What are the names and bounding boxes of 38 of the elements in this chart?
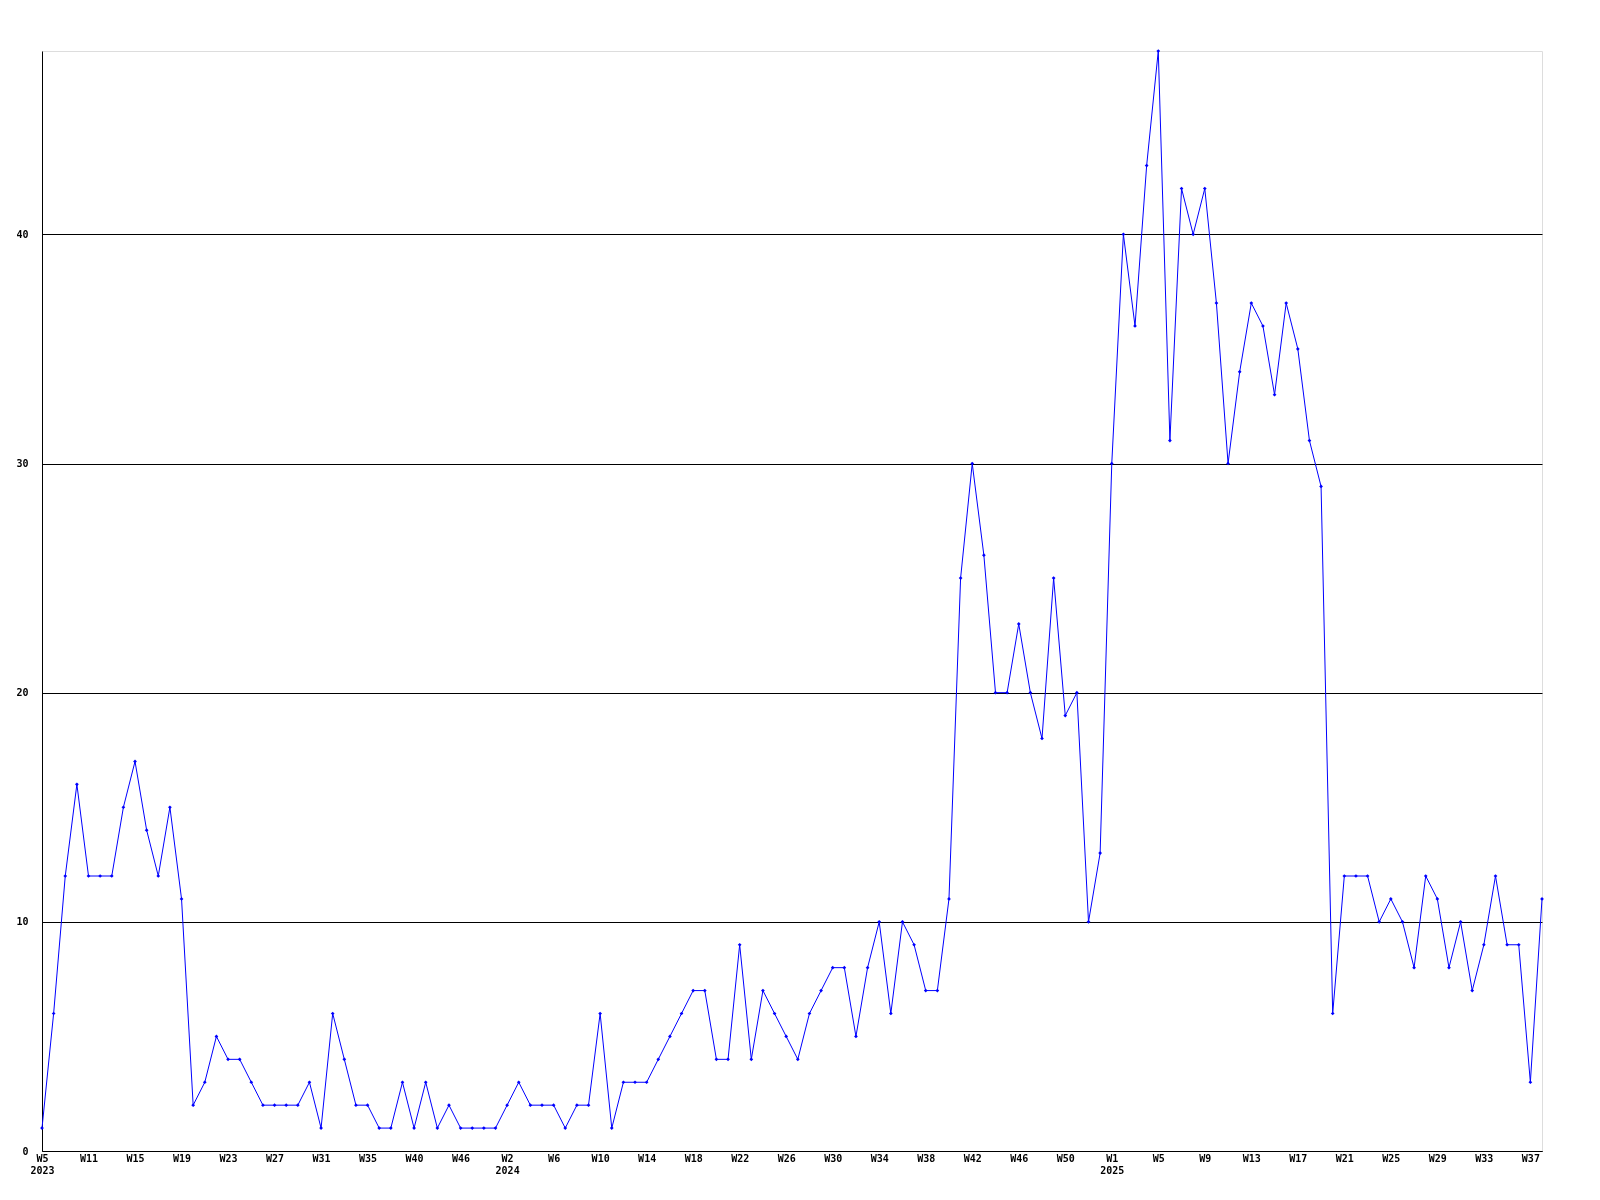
x-tick-label: W38 bbox=[917, 1152, 936, 1164]
x-tick-label: W2 2024 bbox=[495, 1152, 520, 1176]
y-tick-label: 10 bbox=[16, 916, 29, 928]
x-tick-label: W18 bbox=[684, 1152, 703, 1164]
x-tick-label: W26 bbox=[777, 1152, 796, 1164]
x-tick-label: W19 bbox=[173, 1152, 192, 1164]
x-tick-label: W29 bbox=[1428, 1152, 1447, 1164]
x-tick-label: W14 bbox=[638, 1152, 657, 1164]
x-tick-label: W30 bbox=[824, 1152, 843, 1164]
x-tick-label: W33 bbox=[1475, 1152, 1494, 1164]
x-tick-label: W5 bbox=[1152, 1152, 1165, 1164]
x-tick-label: W15 bbox=[126, 1152, 145, 1164]
x-tick-label: W9 bbox=[1199, 1152, 1212, 1164]
x-tick-label: W50 bbox=[1056, 1152, 1075, 1164]
x-tick-label: W1 2025 bbox=[1100, 1152, 1125, 1176]
x-tick-label: W5 2023 bbox=[30, 1152, 55, 1176]
x-tick-label: W46 bbox=[1010, 1152, 1029, 1164]
x-tick-label: W21 bbox=[1335, 1152, 1354, 1164]
x-tick-label: W13 bbox=[1242, 1152, 1261, 1164]
x-tick-label: W42 bbox=[963, 1152, 982, 1164]
x-tick-label: W27 bbox=[266, 1152, 285, 1164]
y-tick-label: 0 bbox=[22, 1145, 29, 1157]
x-tick-label: W46 bbox=[452, 1152, 471, 1164]
x-tick-label: W11 bbox=[79, 1152, 99, 1164]
x-tick-label: W35 bbox=[359, 1152, 378, 1164]
x-tick-label: W25 bbox=[1382, 1152, 1401, 1164]
y-tick-label: 20 bbox=[16, 687, 29, 699]
x-tick-label: W6 bbox=[548, 1152, 561, 1164]
y-tick-label: 30 bbox=[16, 458, 29, 469]
x-tick-label: W40 bbox=[405, 1152, 424, 1164]
x-tick-label: W17 bbox=[1289, 1152, 1308, 1164]
x-tick-label: W23 bbox=[219, 1152, 238, 1164]
x-tick-label: W22 bbox=[731, 1152, 750, 1164]
x-tick-label: W10 bbox=[591, 1152, 610, 1164]
x-tick-label: W31 bbox=[312, 1152, 331, 1164]
y-tick-label: 40 bbox=[16, 228, 29, 240]
x-tick-label: W34 bbox=[870, 1152, 889, 1164]
x-tick-label: W37 bbox=[1521, 1152, 1540, 1164]
